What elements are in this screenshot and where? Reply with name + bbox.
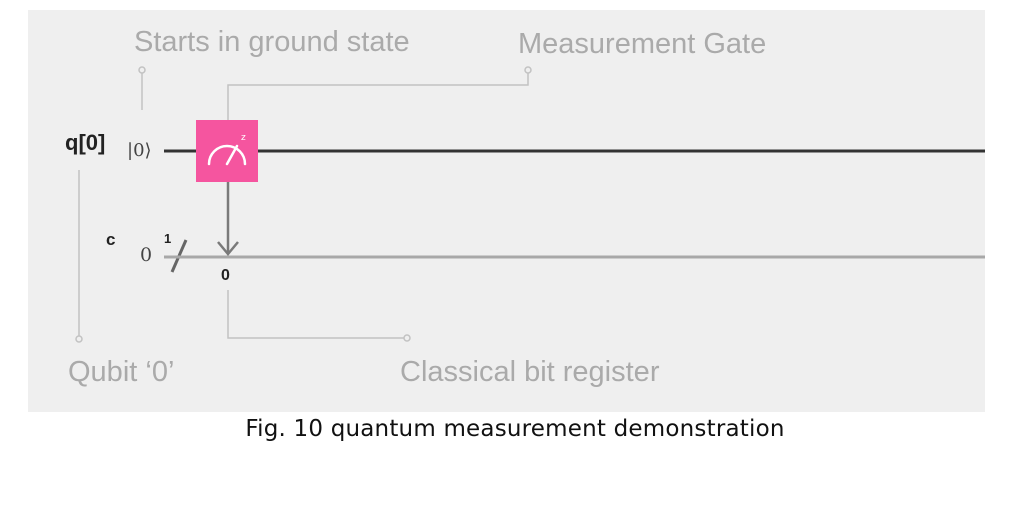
bus-width-label: 1: [164, 231, 171, 246]
meter-icon: [207, 144, 247, 166]
circuit-svg: Starts in ground state Measurement Gate …: [65, 26, 985, 388]
ground-state-leader-dot: [138, 66, 146, 74]
classical-register-leader-dot: [403, 334, 411, 342]
classical-register-leader: [227, 290, 404, 339]
circuit-diagram: Starts in ground state Measurement Gate …: [28, 10, 985, 412]
ground-state-annotation: Starts in ground state: [134, 26, 410, 58]
measurement-gate-leader-dot: [524, 66, 532, 74]
qubit-leader-dot: [75, 335, 83, 343]
measurement-arrow: [217, 180, 239, 256]
classical-register-annotation: Classical bit register: [400, 356, 660, 388]
measurement-gate-annotation: Measurement Gate: [518, 28, 766, 60]
classical-register-label: c: [106, 230, 115, 249]
callout-lines: [75, 66, 532, 343]
measurement-gate-box[interactable]: [196, 120, 258, 182]
qubit-annotation: Qubit ‘0’: [68, 356, 174, 388]
gate-superscript: z: [241, 133, 246, 143]
measurement-gate[interactable]: z: [196, 120, 258, 182]
target-bit-label: 0: [221, 267, 230, 284]
quantum-register-label: q[0]: [65, 130, 105, 155]
figure-caption: Fig. 10 quantum measurement demonstratio…: [245, 416, 785, 442]
measurement-gate-leader: [227, 72, 529, 120]
initial-state-label: |0⟩: [127, 140, 152, 161]
classical-initial-value: 0: [140, 244, 152, 266]
